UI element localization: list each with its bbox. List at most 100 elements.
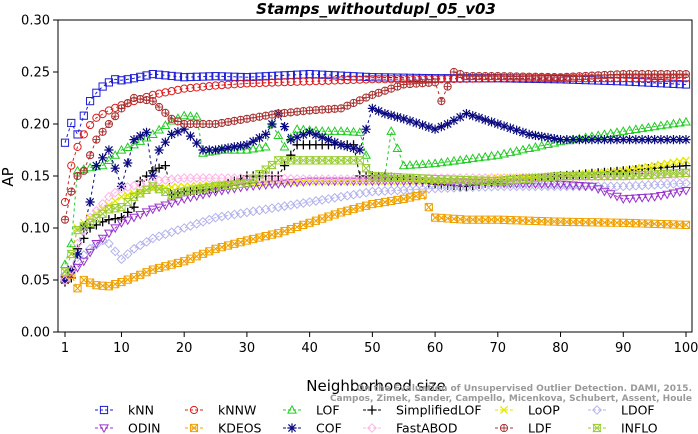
data-point [223, 80, 233, 89]
data-point [110, 187, 121, 198]
data-point [154, 89, 164, 98]
data-point [99, 128, 107, 136]
data-point [505, 123, 515, 133]
legend-label: kNN [128, 403, 154, 418]
data-point [85, 97, 95, 106]
data-point [506, 176, 515, 185]
legend: kNN kNNW LOF SimplifiedLOF LoOP LDOF ODIN KDEOS… [95, 403, 658, 434]
data-point [167, 87, 176, 96]
data-point [656, 170, 665, 179]
legend-label: COF [316, 421, 342, 434]
data-point [612, 135, 622, 145]
data-point [555, 135, 566, 145]
data-point [650, 78, 659, 88]
data-point [644, 78, 653, 87]
data-point [449, 175, 458, 184]
data-point [192, 185, 201, 194]
data-point [279, 179, 290, 189]
data-point [261, 165, 270, 174]
data-point [79, 223, 89, 233]
y-axis: 0.00 0.05 0.10 0.15 0.20 0.25 0.30 [21, 14, 58, 341]
data-point [279, 173, 290, 184]
data-point [235, 144, 246, 154]
data-point [141, 127, 152, 137]
data-point [173, 72, 183, 81]
data-point [293, 156, 302, 165]
data-point [224, 181, 233, 190]
data-point [392, 143, 403, 153]
data-point [644, 170, 653, 179]
data-point [450, 68, 458, 76]
series-layer [60, 67, 691, 293]
data-point [662, 119, 673, 129]
data-point [637, 123, 648, 133]
x-tick-label: 80 [552, 341, 569, 356]
data-point [349, 75, 358, 85]
data-point [67, 118, 76, 128]
data-point [430, 158, 441, 168]
data-point [330, 137, 340, 147]
data-point [61, 267, 70, 276]
data-point [387, 85, 395, 93]
data-point [135, 211, 146, 220]
data-point [600, 171, 609, 180]
data-point [279, 122, 290, 132]
data-point [518, 127, 528, 137]
data-point [656, 79, 666, 88]
data-point [67, 161, 76, 170]
data-point [292, 132, 302, 142]
data-point [261, 78, 270, 87]
data-point [355, 145, 365, 155]
data-point [587, 171, 596, 180]
legend-marker [287, 423, 297, 433]
data-point [649, 193, 660, 202]
data-point [530, 141, 541, 151]
data-point [330, 156, 339, 165]
data-point [343, 76, 352, 85]
data-point [117, 203, 126, 212]
data-point [180, 73, 189, 82]
data-point [461, 154, 472, 163]
y-tick-label: 0.15 [21, 170, 50, 185]
data-point [85, 162, 96, 172]
data-point [367, 103, 377, 113]
x-tick-label: 60 [427, 341, 444, 356]
data-point [392, 112, 403, 122]
data-point [292, 174, 302, 184]
data-point [387, 75, 396, 84]
data-point [663, 169, 672, 178]
data-point [167, 190, 176, 199]
data-point [267, 71, 277, 81]
data-point [674, 188, 685, 197]
data-point [361, 150, 372, 159]
data-point [568, 135, 578, 145]
data-point [575, 171, 584, 180]
data-point [323, 126, 334, 135]
data-point [449, 115, 459, 126]
data-point [98, 153, 108, 163]
data-point [229, 142, 239, 152]
data-point [242, 140, 252, 150]
data-point [286, 135, 296, 145]
data-point [644, 162, 653, 171]
legend-label: LDF [528, 421, 552, 434]
data-point [655, 191, 666, 201]
data-point [587, 135, 597, 145]
watermark-line: Campos, Zimek, Sander, Campello, Micenko… [330, 394, 692, 404]
data-point [505, 147, 516, 157]
data-point [681, 156, 691, 165]
data-point [417, 159, 428, 168]
data-point [255, 72, 264, 81]
data-point [517, 180, 528, 189]
data-point [517, 144, 528, 154]
data-point [267, 180, 277, 190]
data-point [318, 70, 327, 79]
data-point [122, 249, 133, 259]
data-point [342, 126, 353, 136]
data-point [117, 76, 126, 85]
data-point [638, 171, 647, 180]
data-point [186, 72, 195, 82]
data-point [593, 135, 603, 145]
data-point [72, 249, 83, 259]
data-point [73, 172, 82, 180]
